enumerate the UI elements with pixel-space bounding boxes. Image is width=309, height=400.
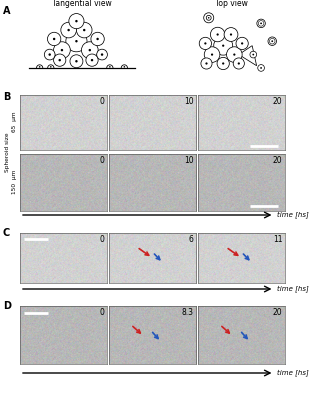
Circle shape: [82, 42, 98, 58]
Circle shape: [250, 51, 257, 58]
Circle shape: [97, 49, 108, 60]
Circle shape: [91, 59, 93, 61]
Circle shape: [257, 19, 265, 28]
Circle shape: [201, 58, 212, 69]
Circle shape: [75, 20, 78, 22]
Circle shape: [204, 42, 206, 44]
Text: 8.3: 8.3: [181, 308, 193, 317]
Circle shape: [124, 66, 125, 68]
Text: A: A: [3, 6, 11, 16]
Circle shape: [252, 54, 254, 56]
Circle shape: [258, 20, 264, 26]
Circle shape: [48, 32, 61, 46]
Circle shape: [260, 22, 262, 24]
Circle shape: [66, 31, 87, 52]
Circle shape: [269, 38, 275, 44]
Circle shape: [53, 42, 70, 58]
Circle shape: [211, 54, 213, 56]
Circle shape: [50, 66, 52, 68]
Circle shape: [238, 62, 240, 64]
Circle shape: [49, 53, 51, 56]
Circle shape: [58, 59, 61, 61]
Text: 10: 10: [184, 156, 193, 165]
Circle shape: [39, 66, 40, 68]
Circle shape: [75, 40, 78, 42]
Circle shape: [205, 62, 208, 64]
Circle shape: [53, 38, 55, 40]
Circle shape: [260, 67, 262, 69]
Text: 65  μm: 65 μm: [12, 112, 17, 132]
Circle shape: [271, 40, 273, 42]
Text: time [hs]: time [hs]: [277, 370, 309, 376]
Circle shape: [101, 53, 103, 56]
Text: 0: 0: [99, 235, 104, 244]
Circle shape: [69, 14, 84, 29]
Circle shape: [204, 47, 220, 62]
Circle shape: [44, 49, 55, 60]
Text: 20: 20: [273, 156, 282, 165]
Text: 0: 0: [99, 156, 104, 165]
Circle shape: [214, 36, 233, 55]
Circle shape: [258, 64, 265, 71]
Circle shape: [67, 29, 70, 31]
Circle shape: [204, 13, 214, 23]
Circle shape: [241, 42, 243, 44]
Text: 150  μm: 150 μm: [12, 170, 17, 194]
Circle shape: [236, 37, 248, 50]
Circle shape: [268, 37, 277, 46]
Circle shape: [109, 66, 111, 68]
Circle shape: [233, 58, 244, 69]
Circle shape: [70, 55, 83, 68]
Circle shape: [61, 49, 63, 51]
Circle shape: [210, 27, 225, 42]
Text: 20: 20: [273, 97, 282, 106]
Circle shape: [199, 37, 211, 50]
Circle shape: [222, 62, 224, 64]
Circle shape: [226, 47, 242, 62]
Text: time [hs]: time [hs]: [277, 212, 309, 218]
Text: Top view: Top view: [214, 0, 248, 8]
Text: C: C: [3, 228, 10, 238]
Circle shape: [217, 57, 229, 70]
Circle shape: [217, 33, 219, 36]
Circle shape: [53, 54, 66, 66]
Circle shape: [89, 49, 91, 51]
Text: 0: 0: [99, 308, 104, 317]
Text: 0: 0: [99, 97, 104, 106]
Circle shape: [96, 38, 99, 40]
Circle shape: [230, 33, 232, 36]
Text: Tangential view: Tangential view: [52, 0, 112, 8]
Circle shape: [222, 44, 224, 47]
Text: D: D: [3, 301, 11, 311]
Circle shape: [76, 22, 92, 38]
Text: Spheroid size: Spheroid size: [6, 132, 11, 172]
Text: B: B: [3, 92, 11, 102]
Circle shape: [91, 32, 104, 46]
Circle shape: [83, 29, 86, 31]
Circle shape: [233, 54, 235, 56]
Circle shape: [224, 28, 238, 42]
Circle shape: [206, 15, 211, 20]
Circle shape: [61, 22, 76, 38]
Polygon shape: [239, 46, 257, 66]
Circle shape: [86, 54, 98, 66]
Text: 10: 10: [184, 97, 193, 106]
Text: time [hs]: time [hs]: [277, 286, 309, 292]
Circle shape: [208, 17, 210, 18]
Text: 20: 20: [273, 308, 282, 317]
Text: 11: 11: [273, 235, 282, 244]
Text: 6: 6: [188, 235, 193, 244]
Circle shape: [75, 60, 78, 62]
